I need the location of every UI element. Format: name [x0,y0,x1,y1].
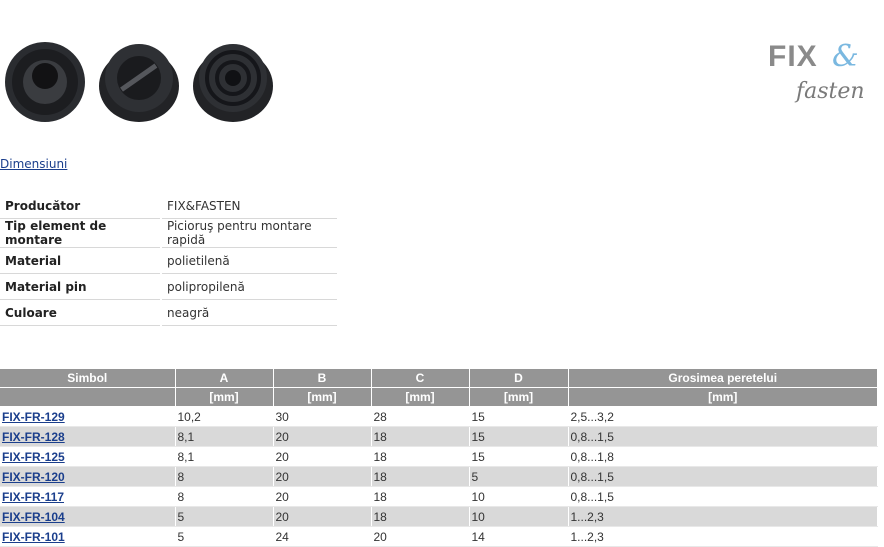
product-link[interactable]: FIX-FR-129 [2,409,65,424]
table-cell: 10 [469,486,569,507]
column-header: A [175,369,274,388]
product-link[interactable]: FIX-FR-117 [2,489,65,504]
property-value: polipropilenă [160,273,337,300]
column-header: B [273,369,372,388]
product-link[interactable]: FIX-FR-101 [2,529,65,544]
table-cell: 0,8...1,5 [568,426,878,447]
property-value: FIX&FASTEN [160,193,337,219]
property-row: Tip element de montare Picioruş pentru mo… [0,218,337,248]
product-link[interactable]: FIX-FR-128 [2,429,65,444]
column-unit: [mm] [371,387,470,407]
symbol-cell: FIX-FR-120 [0,466,176,487]
column-header: Simbol [0,369,176,388]
table-cell: 2,5...3,2 [568,406,878,427]
property-row: Culoare neagră [0,299,337,326]
symbol-cell: FIX-FR-125 [0,446,176,467]
table-cell: 5 [175,506,274,527]
property-row: Material pin polipropilenă [0,273,337,300]
product-link[interactable]: FIX-FR-125 [2,449,65,464]
table-cell: 18 [371,486,470,507]
table-cell: 15 [469,406,569,427]
product-photo-2 [99,44,179,122]
property-label: Material pin [0,273,161,300]
table-cell: 0,8...1,5 [568,486,878,507]
table-row: FIX-FR-104 5 20 18 10 1...2,3 [0,506,878,527]
symbol-cell: FIX-FR-101 [0,526,176,547]
properties-table: Producător FIX&FASTEN Tip element de monta… [0,193,337,326]
property-label: Culoare [0,299,161,326]
table-cell: 8,1 [175,426,274,447]
table-cell: 20 [273,426,372,447]
table-cell: 5 [175,526,274,547]
table-cell: 20 [371,526,470,547]
spec-table: Simbol A B C D Grosimea peretelui [mm] [mm] [mm]… [0,369,878,547]
table-cell: 10 [469,506,569,527]
logo-ampersand: & [832,39,859,74]
table-cell: 1...2,3 [568,506,878,527]
table-cell: 18 [371,466,470,487]
brand-logo: FIX & fasten [766,36,878,112]
property-label: Tip element de montare [0,218,161,248]
property-row: Producător FIX&FASTEN [0,193,337,219]
column-unit: [mm] [175,387,274,407]
table-row: FIX-FR-120 8 20 18 5 0,8...1,5 [0,466,878,487]
table-row: FIX-FR-129 10,2 30 28 15 2,5...3,2 [0,406,878,427]
column-header: D [469,369,569,388]
column-unit [0,387,176,407]
product-photo-1 [5,42,85,122]
table-cell: 18 [371,506,470,527]
property-label: Producător [0,193,161,219]
dimensions-link[interactable]: Dimensiuni [0,157,68,171]
table-row: FIX-FR-128 8,1 20 18 15 0,8...1,5 [0,426,878,447]
table-row: FIX-FR-125 8,1 20 18 15 0,8...1,8 [0,446,878,467]
column-unit: [mm] [273,387,372,407]
table-cell: 0,8...1,8 [568,446,878,467]
table-cell: 15 [469,446,569,467]
table-cell: 18 [371,446,470,467]
property-value: neagră [160,299,337,326]
table-cell: 5 [469,466,569,487]
table-cell: 28 [371,406,470,427]
symbol-cell: FIX-FR-128 [0,426,176,447]
logo-script: fasten [796,79,865,104]
product-link[interactable]: FIX-FR-104 [2,509,65,524]
table-cell: 14 [469,526,569,547]
table-row: FIX-FR-117 8 20 18 10 0,8...1,5 [0,486,878,507]
table-cell: 0,8...1,5 [568,466,878,487]
table-cell: 20 [273,506,372,527]
table-cell: 30 [273,406,372,427]
column-unit: [mm] [469,387,569,407]
table-row: FIX-FR-101 5 24 20 14 1...2,3 [0,526,878,547]
logo-text: FIX [768,40,818,73]
table-cell: 8,1 [175,446,274,467]
table-cell: 8 [175,486,274,507]
table-cell: 20 [273,486,372,507]
table-cell: 8 [175,466,274,487]
table-cell: 20 [273,446,372,467]
property-value: Picioruş pentru montare rapidă [160,218,337,248]
table-cell: 20 [273,466,372,487]
product-link[interactable]: FIX-FR-120 [2,469,65,484]
table-cell: 10,2 [175,406,274,427]
property-label: Material [0,247,161,274]
column-unit: [mm] [568,387,878,407]
product-photo-3 [193,44,273,122]
symbol-cell: FIX-FR-104 [0,506,176,527]
table-cell: 18 [371,426,470,447]
column-header: C [371,369,470,388]
property-row: Material polietilenă [0,247,337,274]
property-value: polietilenă [160,247,337,274]
table-cell: 15 [469,426,569,447]
table-cell: 1...2,3 [568,526,878,547]
symbol-cell: FIX-FR-117 [0,486,176,507]
table-cell: 24 [273,526,372,547]
symbol-cell: FIX-FR-129 [0,406,176,427]
column-header: Grosimea peretelui [568,369,878,388]
